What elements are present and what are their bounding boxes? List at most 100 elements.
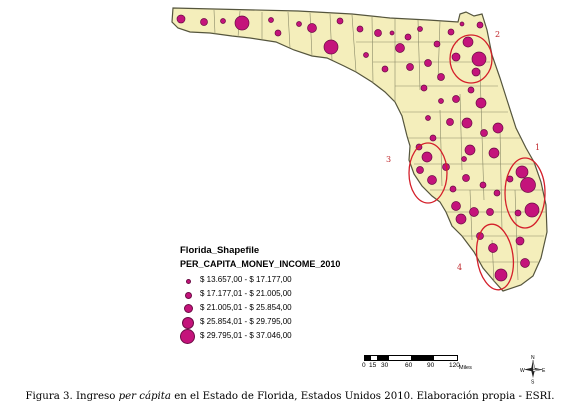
legend-title: Florida_Shapefile bbox=[180, 245, 260, 256]
county-symbol bbox=[421, 151, 433, 163]
county-symbol bbox=[323, 39, 339, 55]
county-symbol bbox=[381, 65, 389, 73]
county-symbol bbox=[404, 33, 412, 41]
legend-symbol-size-3 bbox=[180, 302, 196, 316]
legend-symbol-size-1 bbox=[180, 274, 196, 288]
figure-caption: Figura 3. Ingreso per cápita en el Estad… bbox=[25, 391, 555, 402]
county-symbol bbox=[438, 98, 444, 104]
county-symbol bbox=[476, 21, 484, 29]
county-symbol bbox=[395, 43, 405, 53]
county-symbol bbox=[480, 129, 488, 137]
county-symbol bbox=[268, 17, 274, 23]
county-symbol bbox=[451, 52, 461, 62]
highlight-label-1: 1 bbox=[535, 143, 541, 152]
highlight-rings bbox=[408, 34, 546, 291]
county-symbol bbox=[420, 84, 428, 92]
county-symbol bbox=[389, 30, 395, 36]
county-symbol bbox=[424, 59, 432, 67]
highlight-ring-2 bbox=[449, 34, 493, 84]
scale-tick: 120 bbox=[449, 362, 460, 369]
county-symbol bbox=[479, 181, 487, 189]
county-symbol bbox=[455, 213, 467, 225]
legend-label: $ 29.795,01 - $ 37.046,00 bbox=[200, 331, 292, 340]
county-symbol bbox=[488, 147, 500, 159]
county-symbol bbox=[296, 21, 302, 27]
legend-label: $ 13.657,00 - $ 17.177,00 bbox=[200, 275, 292, 284]
compass-s: S bbox=[531, 380, 535, 385]
county-symbol bbox=[486, 208, 494, 216]
county-symbol bbox=[461, 117, 473, 129]
county-symbol bbox=[200, 18, 208, 26]
county-symbol bbox=[427, 175, 437, 185]
county-symbol bbox=[363, 52, 369, 58]
county-symbol bbox=[437, 73, 445, 81]
county-symbol bbox=[374, 29, 382, 37]
county-symbol bbox=[416, 166, 424, 174]
compass-n: N bbox=[531, 355, 535, 361]
scale-tick: 60 bbox=[405, 362, 413, 369]
county-symbol bbox=[475, 97, 487, 109]
scale-unit: Miles bbox=[459, 365, 472, 371]
county-symbol bbox=[492, 122, 504, 134]
county-symbol bbox=[176, 14, 186, 24]
income-symbols bbox=[176, 14, 540, 282]
county-symbol bbox=[467, 86, 475, 94]
county-symbol bbox=[433, 40, 441, 48]
county-symbol bbox=[451, 201, 461, 211]
county-symbol bbox=[449, 185, 457, 193]
county-symbol bbox=[494, 268, 508, 282]
county-symbol bbox=[461, 156, 467, 162]
county-symbol bbox=[356, 25, 364, 33]
county-symbol bbox=[446, 118, 454, 126]
county-symbol bbox=[493, 189, 501, 197]
county-symbol bbox=[425, 115, 431, 121]
county-symbol bbox=[406, 63, 414, 71]
county-symbol bbox=[520, 258, 530, 268]
compass-e: E bbox=[542, 368, 546, 374]
county-symbol bbox=[515, 165, 529, 179]
legend-label: $ 25.854,01 - $ 29.795,00 bbox=[200, 317, 292, 326]
legend-label: $ 21.005,01 - $ 25.854,00 bbox=[200, 303, 292, 312]
county-symbol bbox=[459, 21, 465, 27]
scale-tick: 30 bbox=[381, 362, 389, 369]
scale-tick: 90 bbox=[427, 362, 435, 369]
highlight-label-3: 3 bbox=[386, 155, 392, 164]
compass-w: W bbox=[520, 368, 525, 374]
scale-tick: 15 bbox=[369, 362, 377, 369]
legend-field-name: PER_CAPITA_MONEY_INCOME_2010 bbox=[180, 259, 341, 269]
county-symbol bbox=[336, 17, 344, 25]
scale-bar-graphic bbox=[364, 355, 458, 361]
county-symbol bbox=[515, 236, 525, 246]
county-symbol bbox=[307, 23, 317, 33]
county-symbol bbox=[488, 243, 498, 253]
county-symbol bbox=[462, 174, 470, 182]
legend-symbol-size-5 bbox=[180, 329, 196, 344]
county-symbol bbox=[506, 175, 514, 183]
county-symbol bbox=[234, 15, 250, 31]
county-symbol bbox=[220, 18, 226, 24]
county-symbol bbox=[417, 26, 423, 32]
scale-tick: 0 bbox=[362, 362, 366, 369]
highlight-ring-1 bbox=[504, 157, 546, 229]
county-symbol bbox=[464, 144, 476, 156]
county-symbol bbox=[471, 67, 481, 77]
county-symbol bbox=[452, 95, 460, 103]
legend-symbol-size-4 bbox=[180, 316, 196, 330]
highlight-label-4: 4 bbox=[457, 263, 463, 272]
county-symbol bbox=[429, 134, 437, 142]
highlight-ring-3 bbox=[408, 142, 448, 204]
county-symbol bbox=[520, 177, 536, 193]
florida-landmass bbox=[171, 7, 548, 292]
scale-bar: 0 15 30 60 90 120 Miles bbox=[362, 353, 509, 383]
highlight-label-2: 2 bbox=[495, 30, 501, 39]
legend-label: $ 17.177,01 - $ 21.005,00 bbox=[200, 289, 292, 298]
compass-rose-icon: N S W E bbox=[520, 355, 546, 385]
county-symbol bbox=[447, 28, 455, 36]
county-symbol bbox=[469, 207, 479, 217]
county-symbol bbox=[462, 36, 474, 48]
highlight-ring-4 bbox=[475, 223, 515, 291]
county-symbol bbox=[471, 51, 487, 67]
county-symbol bbox=[514, 209, 522, 217]
legend-symbol-size-2 bbox=[180, 288, 196, 302]
